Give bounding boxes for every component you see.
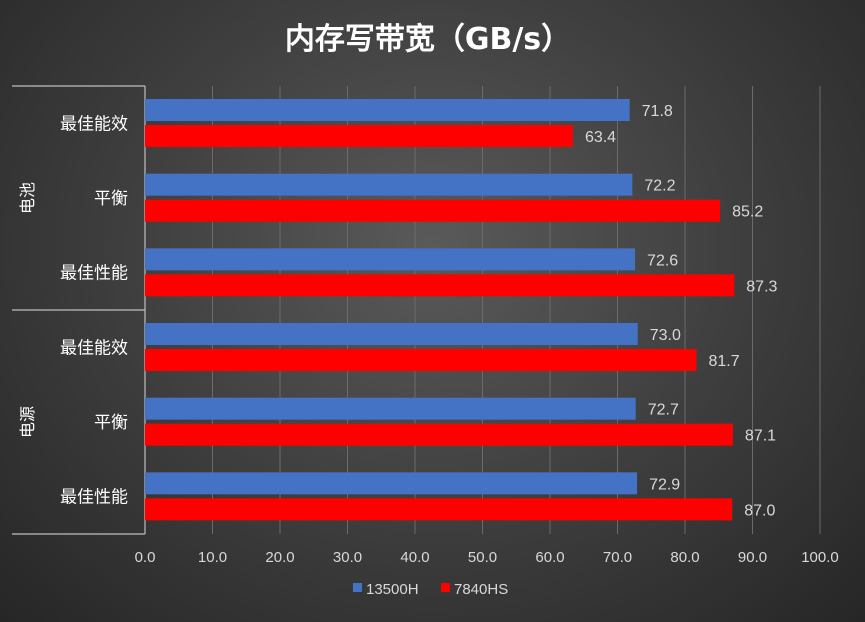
data-label-7840HS-1: 63.4 [585, 129, 616, 146]
bars [145, 99, 735, 521]
bar-7840HS-3 [145, 274, 735, 297]
gridlines [144, 86, 821, 534]
category-label: 最佳能效 [60, 338, 128, 358]
bar-13500H-2 [145, 173, 633, 196]
legend-label-7840HS: 7840HS [454, 581, 508, 598]
x-tick-label: 30.0 [333, 549, 362, 566]
x-tick-labels: 0.0 10.0 20.0 30.0 40.0 50.0 60.0 70.0 80.0 90.0 1… [135, 549, 839, 566]
bar-7840HS-5 [145, 423, 733, 446]
bar-7840HS-6 [145, 498, 733, 521]
data-label-13500H-3: 72.6 [647, 252, 678, 269]
data-label-7840HS-3: 87.3 [746, 278, 777, 295]
bar-13500H-1 [145, 99, 630, 121]
bar-13500H-5 [145, 397, 636, 420]
bar-7840HS-1 [145, 125, 573, 147]
data-label-13500H-5: 72.7 [648, 402, 679, 419]
category-label: 最佳性能 [60, 264, 128, 284]
bar-13500H-6 [145, 472, 638, 495]
x-tick-label: 10.0 [198, 549, 227, 566]
x-tick-label: 50.0 [468, 549, 497, 566]
data-label-13500H-1: 71.8 [642, 103, 673, 120]
x-tick-label: 60.0 [535, 549, 564, 566]
data-label-13500H-2: 72.2 [644, 178, 675, 195]
data-label-7840HS-4: 81.7 [708, 353, 739, 370]
group-axis-lines [12, 85, 146, 535]
category-label: 最佳能效 [60, 114, 128, 134]
bar-7840HS-4 [145, 349, 697, 371]
legend: 13500H 7840HS [353, 581, 508, 598]
x-tick-label: 70.0 [603, 549, 632, 566]
category-label: 平衡 [94, 189, 128, 209]
data-label-7840HS-6: 87.0 [744, 502, 775, 519]
legend-swatch-13500H [353, 583, 362, 592]
data-label-13500H-6: 72.9 [649, 476, 680, 493]
category-label: 平衡 [94, 413, 128, 433]
x-tick-label: 80.0 [670, 549, 699, 566]
data-label-13500H-4: 73.0 [650, 327, 681, 344]
bar-13500H-3 [145, 248, 636, 271]
data-label-7840HS-2: 85.2 [732, 204, 763, 221]
x-tick-label: 40.0 [400, 549, 429, 566]
chart-title: 内存写带宽（GB/s） [285, 22, 571, 57]
bar-7840HS-2 [145, 199, 721, 222]
x-tick-label: 90.0 [738, 549, 767, 566]
data-labels: 71.8 63.4 72.2 85.2 72.6 87.3 73.0 81.7 72.7 87.1… [585, 103, 778, 519]
bar-13500H-4 [145, 323, 638, 345]
legend-label-13500H: 13500H [366, 581, 419, 598]
x-tick-label: 0.0 [135, 549, 156, 566]
x-tick-label: 20.0 [265, 549, 294, 566]
group-label: 电源 [18, 406, 37, 438]
category-label: 最佳性能 [60, 488, 128, 508]
group-label: 电池 [18, 182, 37, 214]
legend-swatch-7840HS [441, 583, 450, 592]
data-label-7840HS-5: 87.1 [745, 428, 776, 445]
x-tick-label: 100.0 [801, 549, 839, 566]
